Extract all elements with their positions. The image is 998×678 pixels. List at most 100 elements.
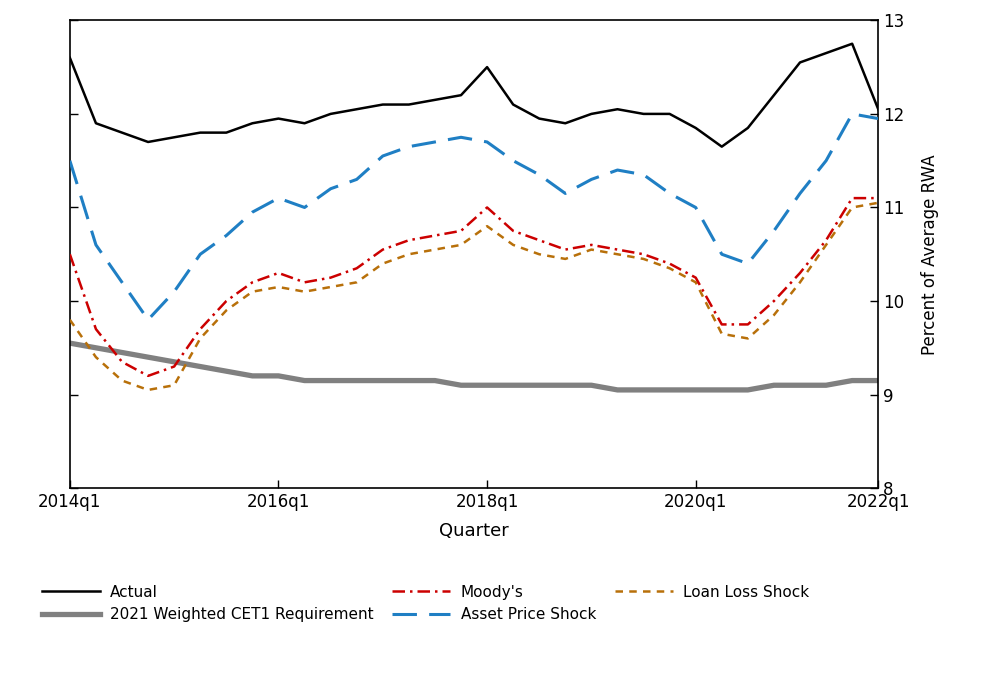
Actual <box>403 100 415 108</box>
Loan Loss Shock <box>195 334 207 342</box>
Moody's <box>507 226 519 235</box>
Actual <box>429 96 441 104</box>
Asset Price Shock <box>272 194 284 202</box>
2021 Weighted CET1 Requirement <box>690 386 702 394</box>
2021 Weighted CET1 Requirement <box>612 386 624 394</box>
Asset Price Shock <box>169 287 181 296</box>
Moody's <box>767 297 779 305</box>
Moody's <box>820 236 832 244</box>
Actual <box>324 110 336 118</box>
2021 Weighted CET1 Requirement <box>794 381 806 389</box>
Asset Price Shock <box>481 138 493 146</box>
2021 Weighted CET1 Requirement <box>247 372 258 380</box>
2021 Weighted CET1 Requirement <box>716 386 728 394</box>
Loan Loss Shock <box>612 250 624 258</box>
X-axis label: Quarter: Quarter <box>439 522 509 540</box>
Actual <box>742 124 753 132</box>
Actual <box>142 138 154 146</box>
Asset Price Shock <box>716 250 728 258</box>
2021 Weighted CET1 Requirement <box>507 381 519 389</box>
Loan Loss Shock <box>690 278 702 286</box>
Loan Loss Shock <box>794 278 806 286</box>
Asset Price Shock <box>324 184 336 193</box>
Actual <box>716 142 728 151</box>
2021 Weighted CET1 Requirement <box>767 381 779 389</box>
2021 Weighted CET1 Requirement <box>481 381 493 389</box>
Loan Loss Shock <box>403 250 415 258</box>
Asset Price Shock <box>429 138 441 146</box>
Asset Price Shock <box>664 189 676 197</box>
Loan Loss Shock <box>481 222 493 231</box>
Moody's <box>455 226 467 235</box>
Asset Price Shock <box>586 176 598 184</box>
Moody's <box>377 245 389 254</box>
Asset Price Shock <box>455 133 467 141</box>
2021 Weighted CET1 Requirement <box>350 376 362 384</box>
Actual <box>272 115 284 123</box>
Moody's <box>559 245 571 254</box>
2021 Weighted CET1 Requirement <box>846 376 858 384</box>
Moody's <box>64 250 76 258</box>
Actual <box>90 119 102 127</box>
Actual <box>767 91 779 99</box>
Actual <box>794 58 806 66</box>
Asset Price Shock <box>612 166 624 174</box>
2021 Weighted CET1 Requirement <box>820 381 832 389</box>
2021 Weighted CET1 Requirement <box>272 372 284 380</box>
Asset Price Shock <box>247 208 258 216</box>
2021 Weighted CET1 Requirement <box>638 386 650 394</box>
2021 Weighted CET1 Requirement <box>586 381 598 389</box>
2021 Weighted CET1 Requirement <box>64 339 76 347</box>
Loan Loss Shock <box>350 278 362 286</box>
2021 Weighted CET1 Requirement <box>116 348 128 357</box>
Actual <box>64 54 76 62</box>
Moody's <box>221 297 233 305</box>
Loan Loss Shock <box>221 306 233 315</box>
Line: Asset Price Shock: Asset Price Shock <box>70 114 878 320</box>
Asset Price Shock <box>403 142 415 151</box>
Actual <box>298 119 310 127</box>
Loan Loss Shock <box>767 311 779 319</box>
2021 Weighted CET1 Requirement <box>324 376 336 384</box>
Asset Price Shock <box>142 316 154 324</box>
Asset Price Shock <box>846 110 858 118</box>
Actual <box>195 129 207 137</box>
Asset Price Shock <box>298 203 310 212</box>
2021 Weighted CET1 Requirement <box>403 376 415 384</box>
Moody's <box>481 203 493 212</box>
Actual <box>638 110 650 118</box>
2021 Weighted CET1 Requirement <box>664 386 676 394</box>
Actual <box>169 133 181 141</box>
Actual <box>481 63 493 71</box>
Moody's <box>664 260 676 268</box>
Loan Loss Shock <box>377 260 389 268</box>
Moody's <box>586 241 598 249</box>
Actual <box>586 110 598 118</box>
Asset Price Shock <box>507 157 519 165</box>
Loan Loss Shock <box>820 241 832 249</box>
2021 Weighted CET1 Requirement <box>298 376 310 384</box>
2021 Weighted CET1 Requirement <box>221 367 233 375</box>
2021 Weighted CET1 Requirement <box>429 376 441 384</box>
Actual <box>507 100 519 108</box>
Asset Price Shock <box>794 189 806 197</box>
Asset Price Shock <box>820 157 832 165</box>
Loan Loss Shock <box>169 381 181 389</box>
2021 Weighted CET1 Requirement <box>533 381 545 389</box>
Loan Loss Shock <box>298 287 310 296</box>
Moody's <box>247 278 258 286</box>
Actual <box>559 119 571 127</box>
Loan Loss Shock <box>247 287 258 296</box>
2021 Weighted CET1 Requirement <box>195 363 207 371</box>
Moody's <box>169 363 181 371</box>
Actual <box>690 124 702 132</box>
Line: Moody's: Moody's <box>70 198 878 376</box>
Loan Loss Shock <box>64 316 76 324</box>
Actual <box>455 91 467 99</box>
Actual <box>350 105 362 113</box>
2021 Weighted CET1 Requirement <box>742 386 753 394</box>
Moody's <box>116 358 128 366</box>
Asset Price Shock <box>533 171 545 179</box>
Moody's <box>142 372 154 380</box>
2021 Weighted CET1 Requirement <box>872 376 884 384</box>
